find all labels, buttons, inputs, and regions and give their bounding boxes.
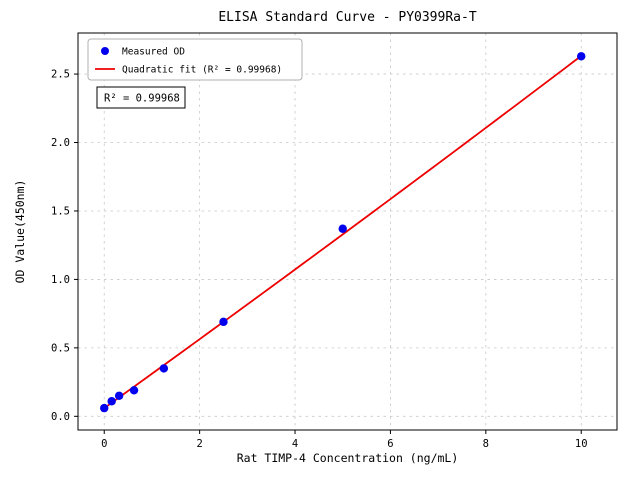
x-tick-label: 10: [575, 438, 588, 450]
annotation-box: [96, 86, 186, 109]
data-point: [100, 403, 109, 413]
x-tick-label: 2: [196, 438, 202, 450]
data-point: [114, 391, 124, 400]
legend-label-measured: Measured OD: [122, 47, 185, 58]
data-point: [219, 317, 228, 327]
legend-label-fit: Quadratic fit (R² = 0.99968): [122, 65, 282, 76]
x-tick-label: 8: [483, 438, 489, 450]
y-tick-label: 1.5: [51, 205, 70, 217]
r2-annotation: R² = 0.99968: [96, 86, 186, 109]
y-tick-label: 2.5: [51, 69, 70, 81]
data-point: [338, 224, 347, 233]
measured-points: [100, 52, 586, 413]
plot-border: [77, 32, 618, 431]
data-point: [159, 364, 169, 373]
x-tick-label: 6: [387, 438, 393, 450]
x-tick-label: 4: [292, 438, 298, 450]
x-tick-label: 0: [101, 438, 107, 450]
data-point: [577, 52, 586, 61]
annotation-text: R² = 0.99968: [104, 93, 180, 105]
legend: Measured OD Quadratic fit (R² = 0.99968): [87, 38, 303, 81]
x-axis: 0 2 4 6 8 10: [101, 430, 588, 450]
y-tick-label: 0.5: [51, 342, 70, 354]
legend-box: [87, 38, 303, 81]
y-tick-label: 0.0: [51, 411, 70, 423]
data-point: [107, 397, 116, 406]
chart-title: ELISA Standard Curve - PY0399Ra-T: [218, 10, 476, 25]
y-tick-label: 2.0: [51, 137, 70, 149]
quadratic-fit-line: [103, 55, 582, 409]
y-axis-label: OD Value(450nm): [13, 180, 27, 284]
data-point: [129, 386, 139, 395]
y-axis: 0.0 0.5 1.0 1.5 2.0 2.5: [51, 69, 78, 423]
y-tick-label: 1.0: [51, 274, 70, 286]
x-axis-label: Rat TIMP-4 Concentration (ng/mL): [237, 451, 459, 465]
legend-marker-measured: [101, 47, 109, 55]
